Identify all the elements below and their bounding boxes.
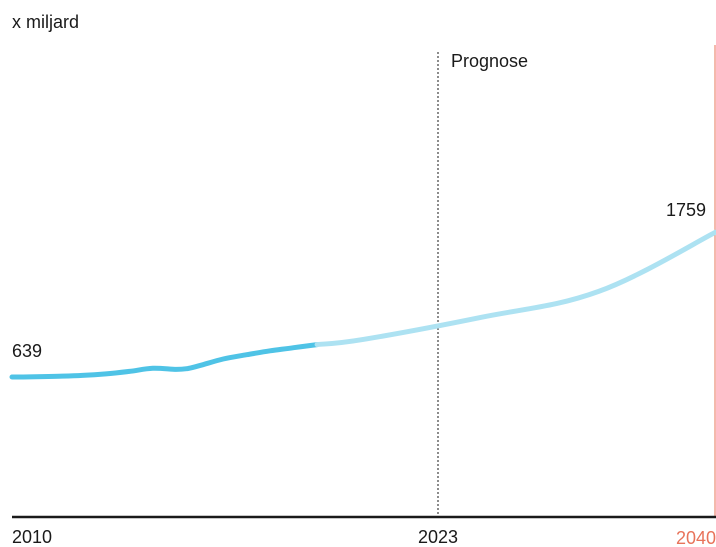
start-value-label: 639: [12, 341, 42, 361]
x-tick-2010: 2010: [12, 527, 52, 547]
x-tick-2023: 2023: [418, 527, 458, 547]
forecast-label: Prognose: [451, 51, 528, 71]
history-series-line: [9, 342, 320, 380]
x-tick-2040: 2040: [676, 528, 716, 547]
forecast-series-line: [314, 229, 716, 348]
end-value-label: 1759: [666, 200, 706, 220]
y-axis-label: x miljard: [12, 12, 79, 32]
